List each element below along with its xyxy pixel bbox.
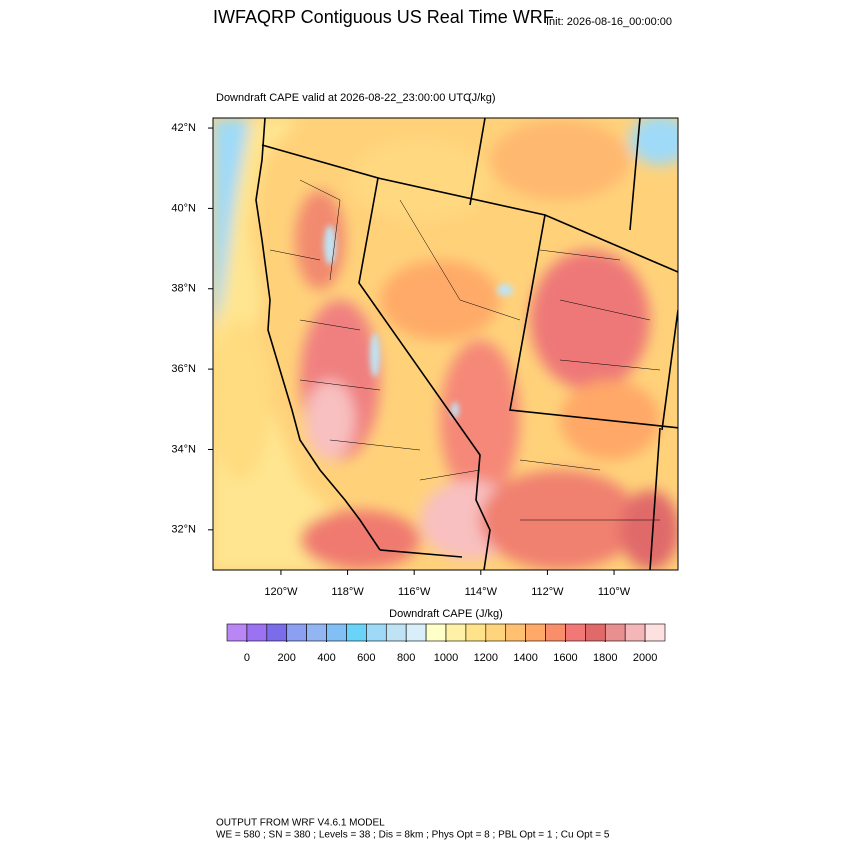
colorbar-swatch <box>346 623 367 642</box>
title: IWFAQRP Contiguous US Real Time WRF <box>213 7 554 27</box>
colorbar-tick-label: 1400 <box>513 652 537 664</box>
colorbar-tick-label: 0 <box>244 652 250 664</box>
colorbar-swatch <box>565 623 586 642</box>
x-tick-label: 114°W <box>465 586 498 598</box>
colorbar-swatch <box>405 623 427 642</box>
boundaries <box>255 118 678 570</box>
colorbar-swatch <box>306 623 327 642</box>
colorbar-tick-label: 800 <box>397 652 415 664</box>
map-field <box>213 118 678 570</box>
colorbar-swatch <box>246 623 268 642</box>
colorbar-tick-label: 1200 <box>474 652 498 664</box>
colorbar-swatch <box>505 623 526 642</box>
colorbar-tick-label: 1600 <box>553 652 577 664</box>
colorbar-swatch <box>585 623 606 642</box>
map-frame <box>212 117 679 571</box>
x-tick-label: 118°W <box>331 586 364 598</box>
x-tick-label: 112°W <box>531 586 564 598</box>
colorbar-swatch <box>385 623 407 642</box>
init-time: Init: 2026-08-16_00:00:00 <box>546 16 672 28</box>
footer-line: OUTPUT FROM WRF V4.6.1 MODEL <box>216 818 385 829</box>
y-tick-label: 38°N <box>171 283 196 295</box>
colorbar-swatch <box>445 623 467 642</box>
colorbar-title: Downdraft CAPE (J/kg) <box>389 608 503 620</box>
axes: 42°N 40°N 38°N 36°N 34°N 32°N 120°W 118°W 116°W 1… <box>171 122 630 598</box>
colorbar-swatch <box>226 623 248 642</box>
y-tick-label: 32°N <box>171 524 196 536</box>
colorbar-swatch <box>525 623 546 642</box>
units: (J/kg) <box>468 92 496 104</box>
y-tick-label: 42°N <box>171 122 196 134</box>
colorbar-tick-label: 600 <box>357 652 375 664</box>
colorbar-swatch <box>545 623 566 642</box>
y-tick-label: 40°N <box>171 202 196 214</box>
colorbar-swatch <box>465 623 487 642</box>
colorbar-tick-label: 2000 <box>633 652 657 664</box>
colorbar-swatch <box>425 623 447 642</box>
colorbar-swatch <box>604 623 626 642</box>
y-tick-label: 34°N <box>171 443 196 455</box>
colorbar-swatch <box>485 623 507 642</box>
colorbar-swatch <box>644 623 666 642</box>
colorbar-tick-label: 400 <box>317 652 335 664</box>
colorbar-swatch <box>286 623 307 642</box>
x-tick-label: 116°W <box>398 586 431 598</box>
colorbar-swatch <box>326 623 347 642</box>
subtitle: Downdraft CAPE valid at 2026-08-22_23:00… <box>216 92 471 104</box>
x-tick-label: 120°W <box>264 586 298 598</box>
footer-line: WE = 580 ; SN = 380 ; Levels = 38 ; Dis … <box>216 830 610 841</box>
colorbar-swatch <box>366 623 387 642</box>
colorbar-swatch <box>266 623 288 642</box>
colorbar: 0 200 400 600 800 1000 1200 1400 1600 1800 2000 <box>226 623 666 664</box>
colorbar-swatch <box>624 623 646 642</box>
y-tick-label: 36°N <box>171 363 196 375</box>
colorbar-tick-label: 200 <box>278 652 296 664</box>
x-tick-label: 110°W <box>598 586 631 598</box>
colorbar-tick-label: 1800 <box>593 652 617 664</box>
colorbar-tick-label: 1000 <box>434 652 458 664</box>
